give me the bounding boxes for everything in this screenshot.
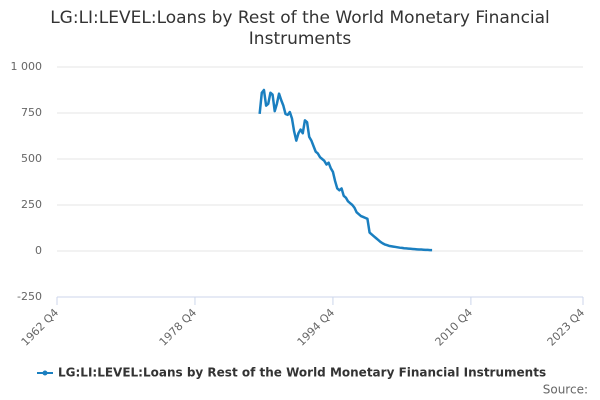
x-tick-label: 1994 Q4 xyxy=(295,306,338,349)
y-tick-label: 0 xyxy=(35,244,42,257)
legend-marker xyxy=(42,370,48,376)
source: Source: xyxy=(543,383,588,397)
legend-label: LG:LI:LEVEL:Loans by Rest of the World M… xyxy=(58,366,546,380)
x-tick-label: 1962 Q4 xyxy=(19,306,62,349)
y-tick-label: -250 xyxy=(17,290,42,303)
y-tick-label: 500 xyxy=(21,152,42,165)
y-tick-label: 250 xyxy=(21,198,42,211)
y-tick-label: 1 000 xyxy=(11,60,43,73)
x-tick-label: 1978 Q4 xyxy=(157,306,200,349)
y-tick-label: 750 xyxy=(21,106,42,119)
chart-title: LG:LI:LEVEL:Loans by Rest of the World M… xyxy=(50,8,550,49)
series-line xyxy=(258,88,433,252)
x-tick-label: 2010 Q4 xyxy=(433,306,476,349)
x-tick-label: 2023 Q4 xyxy=(545,306,588,349)
